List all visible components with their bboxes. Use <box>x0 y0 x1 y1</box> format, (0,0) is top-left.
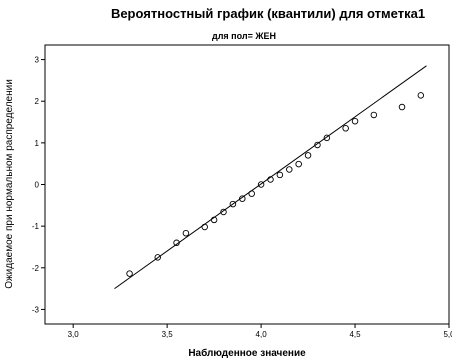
data-point <box>201 223 208 231</box>
data-point <box>267 176 274 183</box>
x-axis-ticks: 3,0 3,5 4,0 4,5 5,0 <box>68 324 452 339</box>
y-tick-label: 1 <box>35 139 40 148</box>
y-tick-label: 0 <box>35 181 40 190</box>
data-point <box>323 134 331 142</box>
y-axis-title: Ожидаемое при нормальном распределении <box>4 79 15 289</box>
data-point <box>126 270 133 277</box>
data-point <box>417 92 425 99</box>
data-point <box>220 208 227 216</box>
chart-subtitle: для пол= ЖЕН <box>212 31 276 41</box>
data-point <box>239 195 246 202</box>
data-point <box>398 103 406 111</box>
data-point <box>173 239 180 247</box>
data-point <box>229 200 237 208</box>
data-point <box>304 152 312 159</box>
data-point <box>257 181 265 188</box>
data-point <box>295 160 302 168</box>
chart-title: Вероятностный график (квантили) для отме… <box>111 6 425 21</box>
data-points <box>126 92 425 277</box>
data-point <box>276 171 284 179</box>
x-tick-label: 5,0 <box>443 330 452 339</box>
data-point <box>314 141 321 149</box>
y-tick-label: 2 <box>35 97 40 106</box>
data-point <box>154 254 161 261</box>
x-tick-label: 3,0 <box>68 330 80 339</box>
y-tick-label: -2 <box>32 264 40 273</box>
data-point <box>210 216 218 224</box>
data-point <box>351 117 359 125</box>
reference-line <box>114 65 427 290</box>
x-tick-label: 3,5 <box>162 330 174 339</box>
data-point <box>286 166 293 173</box>
y-tick-label: -3 <box>32 305 40 314</box>
y-tick-label: -1 <box>32 222 40 231</box>
data-point <box>248 190 255 197</box>
x-axis-title: Наблюденное значение <box>188 347 306 358</box>
data-point <box>370 111 378 119</box>
plot-area <box>44 44 450 325</box>
data-point <box>342 125 349 132</box>
y-tick-label: 3 <box>35 56 40 65</box>
data-point <box>182 229 190 237</box>
y-axis-ticks: -3 -2 -1 0 1 2 3 <box>32 56 45 314</box>
x-tick-label: 4,5 <box>349 330 361 339</box>
x-tick-label: 4,0 <box>256 330 268 339</box>
